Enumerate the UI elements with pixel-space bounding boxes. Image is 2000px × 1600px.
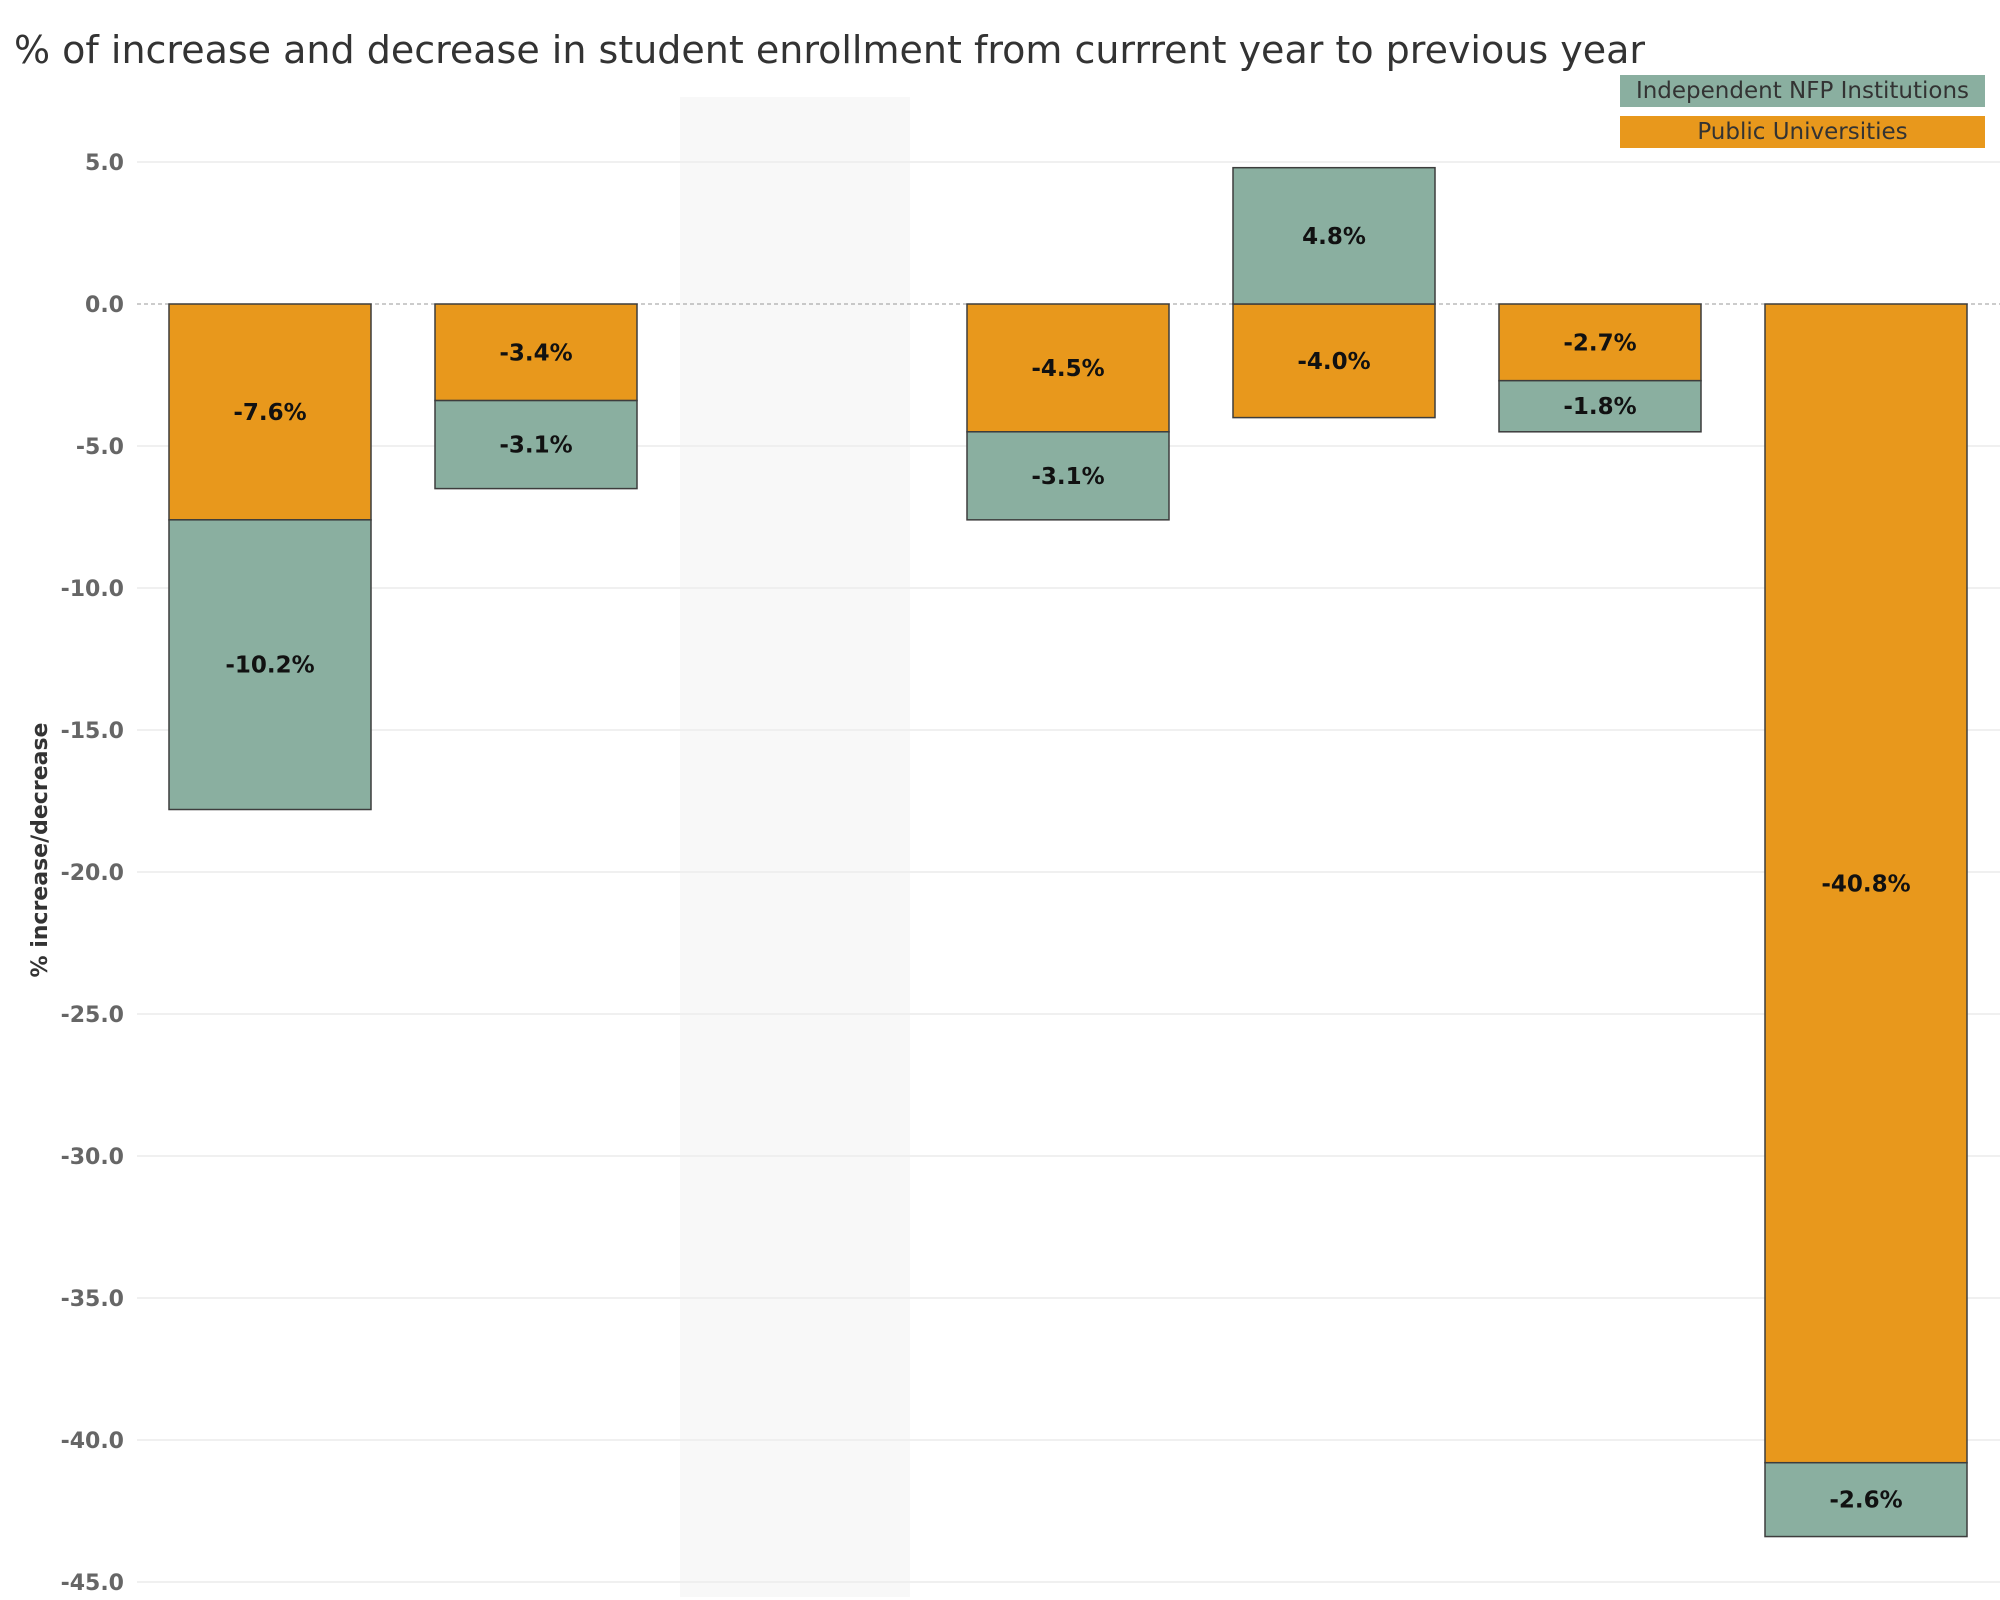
y-tick-label: -5.0 [76, 435, 124, 460]
bar-segment [1764, 303, 1968, 1464]
y-tick-label: 5.0 [85, 151, 124, 176]
bar-data-label: -40.8% [1821, 871, 1910, 897]
bar-segment [434, 303, 638, 402]
y-tick-label: -45.0 [61, 1571, 124, 1596]
y-tick-label: 0.0 [85, 293, 124, 318]
bar-data-label: -10.2% [225, 653, 314, 679]
bar-segment [434, 399, 638, 490]
bar-segment [966, 431, 1170, 521]
bar-data-label: -7.6% [233, 400, 306, 426]
bar-data-label: -2.7% [1563, 330, 1636, 356]
bar-segment [168, 519, 372, 811]
bar-segment [966, 303, 1170, 433]
bar-segment [168, 303, 372, 521]
bar-data-label: -2.6% [1829, 1488, 1902, 1514]
empty-category-band [680, 97, 910, 1597]
y-tick-label: -20.0 [61, 861, 124, 886]
bar-data-label: -3.1% [499, 433, 572, 459]
y-tick-label: -15.0 [61, 719, 124, 744]
y-tick-label: -40.0 [61, 1429, 124, 1454]
bar-segment [1232, 166, 1436, 305]
bar-segment [1232, 303, 1436, 419]
bar-data-label: -4.5% [1031, 356, 1104, 382]
y-tick-label: -25.0 [61, 1003, 124, 1028]
bar-segment [1498, 379, 1702, 433]
bar-segment [1764, 1461, 1968, 1538]
bar-segment [1498, 303, 1702, 382]
bar-data-label: -1.8% [1563, 394, 1636, 420]
bar-data-label: -3.4% [499, 340, 572, 366]
legend-item-independent-nfp: Independent NFP Institutions [1620, 75, 1985, 107]
bar-data-label: -3.1% [1031, 464, 1104, 490]
legend-item-public-universities: Public Universities [1620, 116, 1985, 148]
y-tick-label: -10.0 [61, 577, 124, 602]
chart-title: % of increase and decrease in student en… [14, 28, 1645, 72]
y-tick-label: -35.0 [61, 1287, 124, 1312]
y-axis-title: % increase/decrease [28, 723, 53, 978]
y-tick-label: -30.0 [61, 1145, 124, 1170]
bar-data-label: 4.8% [1302, 224, 1366, 250]
bar-data-label: -4.0% [1297, 349, 1370, 375]
